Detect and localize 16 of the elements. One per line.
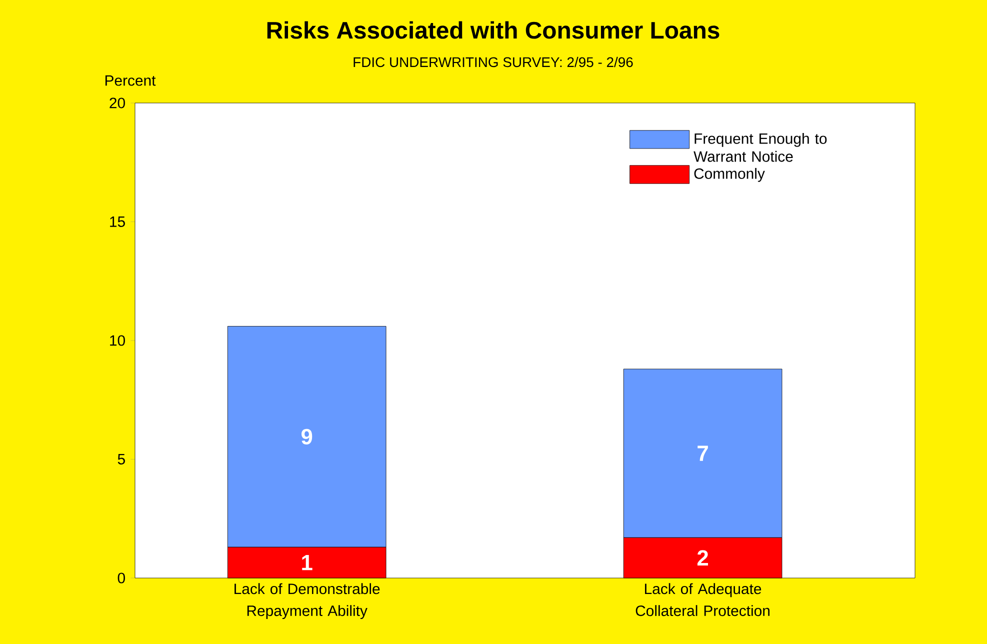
y-axis-title: Percent	[105, 75, 156, 86]
legend-label: Frequent Enough to Warrant Notice	[694, 132, 827, 162]
x-tick-label: Lack of Demonstrable Repayment Ability	[234, 583, 380, 620]
data-label: 7	[698, 446, 708, 461]
data-label: 1	[302, 555, 312, 570]
y-tick-label: 5	[118, 454, 125, 464]
x-tick-label: Lack of Adequate Collateral Protection	[636, 583, 770, 616]
y-tick-label: 15	[110, 216, 125, 227]
y-tick-label: 20	[110, 98, 125, 108]
chart-subtitle: FDIC UNDERWRITING SURVEY: 2/95 - 2/96	[354, 56, 633, 68]
data-label: 9	[302, 428, 312, 444]
chart-title: Risks Associated with Consumer Loans	[267, 21, 720, 39]
y-tick-label: 0	[118, 572, 125, 584]
data-label: 2	[697, 550, 708, 566]
legend-label: Commonly	[694, 168, 765, 182]
y-tick-label: 10	[110, 335, 125, 346]
